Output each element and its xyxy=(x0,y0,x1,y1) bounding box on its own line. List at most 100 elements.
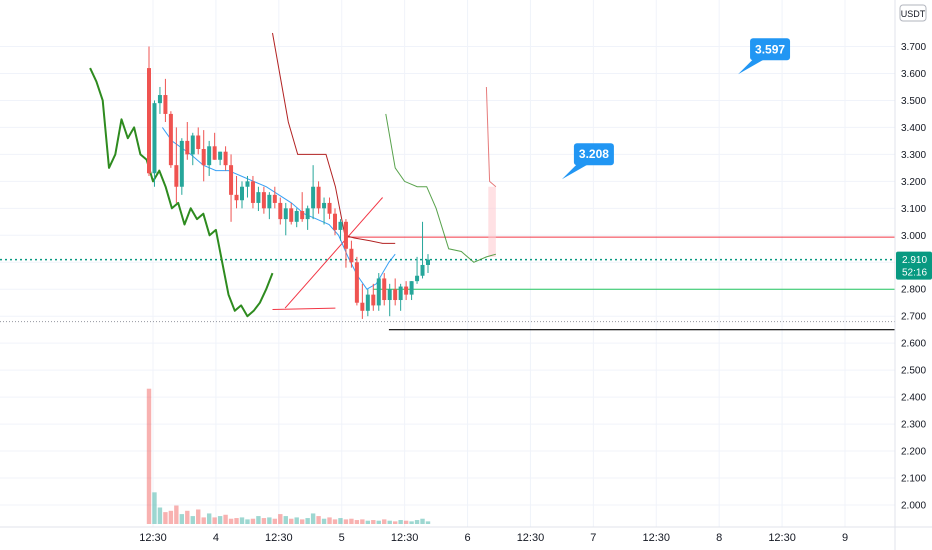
candle-body xyxy=(163,95,168,114)
volume-bar xyxy=(289,518,294,524)
time-ticks: 12:30 4 12:30 5 12:30 6 12:30 7 12:30 8 12:30 9 xyxy=(139,532,848,544)
volume-bar xyxy=(371,520,376,524)
candle-body xyxy=(152,103,157,174)
volume-bar xyxy=(360,519,365,524)
candle-body xyxy=(393,289,398,301)
volume-bar xyxy=(398,520,403,524)
volume-bar xyxy=(201,517,206,524)
last-price-box xyxy=(896,251,932,280)
candle-body xyxy=(207,146,212,166)
volume-bar xyxy=(152,492,157,524)
volume-bar xyxy=(168,510,174,524)
candle-body xyxy=(190,135,195,155)
price-callouts: 3.208 3.597 xyxy=(561,38,791,180)
candle-body xyxy=(185,140,190,155)
resistance-line xyxy=(272,32,396,244)
volume-bar xyxy=(217,516,223,524)
candle-body xyxy=(415,275,420,282)
volume-bar xyxy=(174,505,179,524)
volume-bar xyxy=(425,521,431,524)
volume-bar xyxy=(420,518,425,524)
callout-label: 3.208 xyxy=(579,147,609,161)
forecast-line xyxy=(385,113,497,263)
price-tick-label: 3.200 xyxy=(901,177,926,188)
candle-body xyxy=(240,186,244,201)
price-tick-label: 3.100 xyxy=(901,204,926,215)
volume-bar xyxy=(245,519,250,524)
price-tick-label: 3.400 xyxy=(901,123,926,134)
candle-body xyxy=(420,264,425,276)
volume-bar xyxy=(250,518,256,524)
volume-bar xyxy=(212,517,217,524)
time-tick-label: 12:30 xyxy=(139,532,167,544)
volume-bar xyxy=(179,514,185,524)
candle-body xyxy=(234,194,239,201)
volume-bar xyxy=(239,517,245,524)
candle-body xyxy=(305,208,310,220)
volume-bar xyxy=(299,519,305,524)
volume-bar xyxy=(327,517,332,524)
time-tick-label: 5 xyxy=(339,532,345,544)
candle-body xyxy=(349,248,354,263)
last-price-badge: 2.910 52:16 xyxy=(896,251,932,280)
candle-body xyxy=(229,165,234,195)
candle-body xyxy=(426,259,430,265)
candle-body xyxy=(267,194,272,209)
candle-body xyxy=(300,211,305,220)
forecast-line xyxy=(485,86,497,188)
candle-body xyxy=(409,281,414,295)
candle-body xyxy=(278,202,283,220)
candle-body xyxy=(387,289,392,301)
ghost-projection-line xyxy=(89,67,274,318)
price-tick-label: 2.800 xyxy=(901,285,926,296)
time-tick-label: 4 xyxy=(213,532,219,544)
callout-label: 3.597 xyxy=(755,42,785,56)
candle-body xyxy=(256,192,261,203)
price-tick-label: 3.600 xyxy=(901,69,926,80)
trendline xyxy=(284,197,383,309)
indicator-lines xyxy=(89,32,497,318)
price-tick-label: 2.400 xyxy=(901,393,926,404)
candle-body xyxy=(261,192,266,209)
currency-label: USDT xyxy=(901,9,926,19)
candle-body xyxy=(404,286,409,295)
candle-body xyxy=(382,278,387,301)
candle-body xyxy=(250,181,255,203)
volume-bar xyxy=(228,518,234,524)
volume-bar xyxy=(294,517,299,524)
price-tick-label: 2.500 xyxy=(901,366,926,377)
volume-bar xyxy=(278,514,283,524)
callout-box xyxy=(750,38,791,61)
price-tick-label: 2.300 xyxy=(901,420,926,431)
volume-bar xyxy=(392,521,398,524)
volume-bar xyxy=(256,516,261,524)
price-tick-label: 2.100 xyxy=(901,474,926,485)
time-tick-label: 12:30 xyxy=(768,532,796,544)
volume-bar xyxy=(387,520,392,524)
candle-body xyxy=(365,294,370,311)
time-tick-label: 12:30 xyxy=(265,532,293,544)
candle-body xyxy=(322,202,327,209)
candle-body xyxy=(245,181,250,187)
callout-pointer xyxy=(738,58,767,75)
candle-body xyxy=(371,294,376,306)
volume-bar xyxy=(305,518,310,524)
time-tick-label: 12:30 xyxy=(391,532,419,544)
candle-body xyxy=(327,202,332,214)
candle-body xyxy=(311,186,316,209)
candle-body xyxy=(196,135,201,149)
price-tick-label: 3.700 xyxy=(901,42,926,53)
volume-bar xyxy=(403,520,409,524)
candle-body xyxy=(354,262,359,303)
volume-bar xyxy=(343,519,349,524)
volume-bar xyxy=(310,513,316,524)
volume-bar xyxy=(261,518,267,524)
price-tick-label: 3.500 xyxy=(901,96,926,107)
time-tick-label: 6 xyxy=(464,532,470,544)
candle-body xyxy=(201,148,206,166)
moving-average-line xyxy=(161,127,396,290)
candle-body xyxy=(147,68,151,174)
volume-bar xyxy=(206,513,212,524)
